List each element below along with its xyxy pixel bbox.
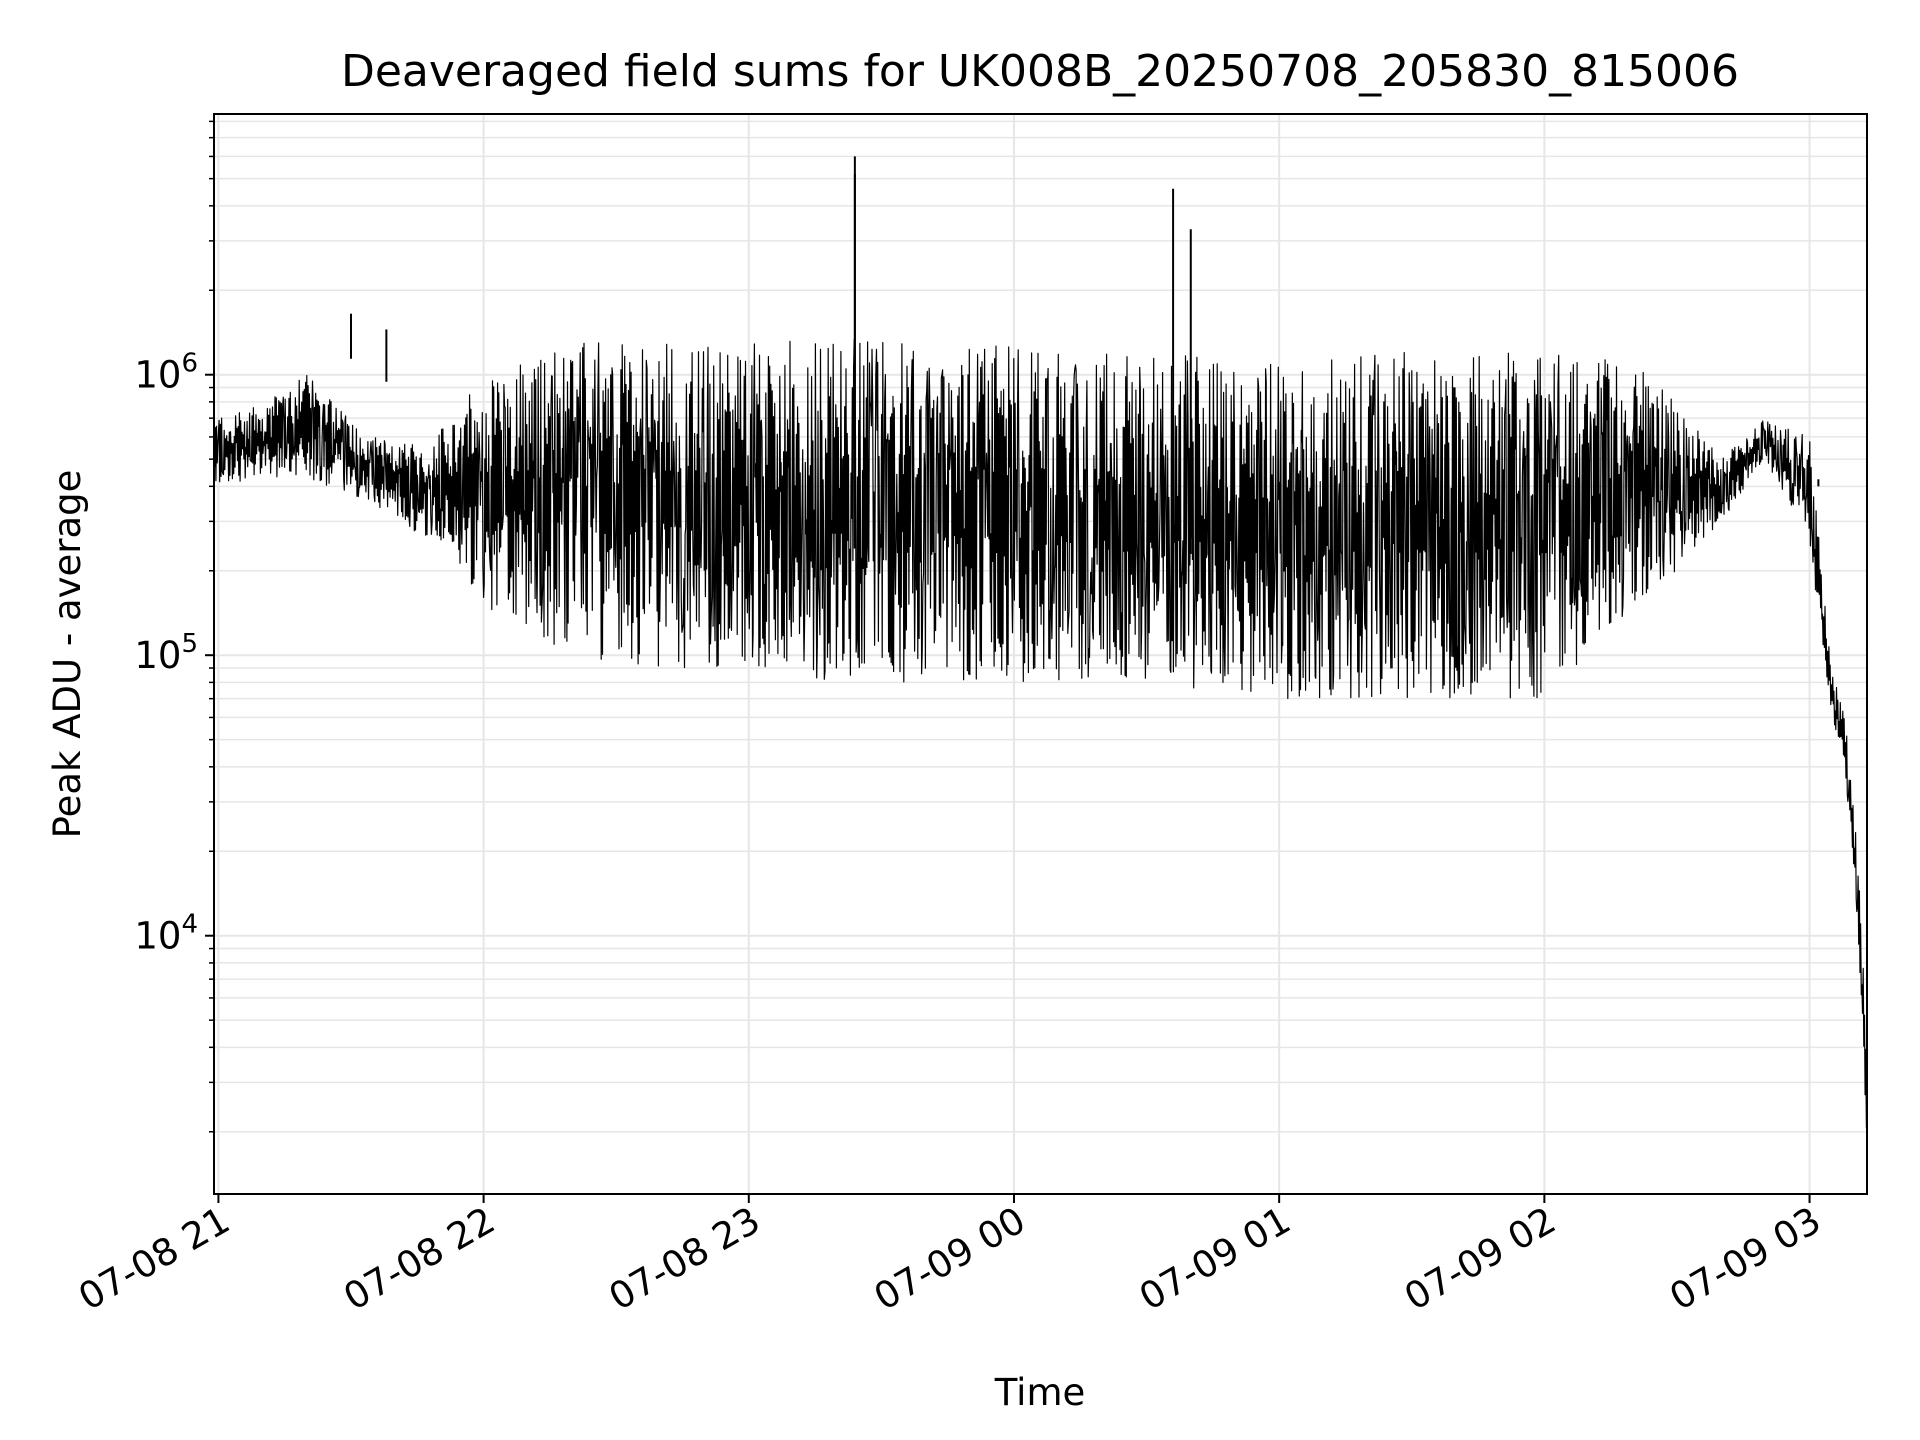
field-sum-series-line xyxy=(213,339,1868,1129)
x-axis-label: Time xyxy=(994,1371,1086,1414)
plot-frame xyxy=(213,113,1868,1195)
chart-title: Deaveraged field sums for UK008B_2025070… xyxy=(341,46,1739,97)
plot-area xyxy=(214,114,1867,1194)
y-tick-label: 105 xyxy=(134,629,198,677)
y-tick-label: 106 xyxy=(134,349,198,397)
data-series xyxy=(213,156,1868,1129)
y-tick-label: 104 xyxy=(134,910,198,958)
y-axis-label: Peak ADU - average xyxy=(46,470,89,839)
